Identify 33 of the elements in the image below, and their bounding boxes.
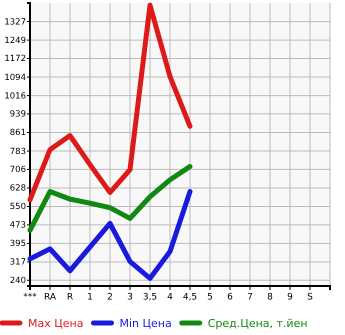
x-tick-label: 6 — [227, 292, 234, 302]
x-tick-label: R — [66, 292, 74, 302]
y-tick-label: 1327 — [4, 17, 26, 28]
y-tick-label: 861 — [10, 128, 26, 138]
y-tick-label: 1249 — [4, 36, 26, 46]
x-tick-label: 7 — [247, 292, 253, 302]
y-tick-label: 473 — [10, 220, 26, 231]
y-tick-label: 317 — [10, 258, 26, 268]
x-tick-label: *** — [23, 292, 38, 302]
x-tick-label: 5 — [207, 292, 213, 302]
x-tick-label: 4 — [167, 292, 174, 302]
x-tick-label: RA — [44, 292, 57, 302]
y-tick-label: 939 — [10, 110, 26, 120]
legend-label: Min Цена — [119, 317, 172, 330]
x-tick-label: 9 — [287, 292, 294, 302]
x-tick-label: 4,5 — [182, 292, 198, 302]
y-tick-label: 783 — [10, 146, 26, 157]
x-tick-label: 3,5 — [142, 292, 158, 302]
y-tick-label: 1016 — [4, 91, 26, 102]
x-tick-label: 2 — [107, 292, 113, 302]
x-tick-label: 1 — [87, 292, 93, 302]
y-tick-label: 706 — [10, 165, 26, 176]
y-tick-label: 550 — [10, 202, 26, 212]
y-tick-label: 240 — [10, 276, 26, 286]
y-tick-label: 1094 — [4, 72, 26, 83]
legend-label: Max Цена — [28, 317, 84, 330]
y-tick-label: 395 — [10, 239, 26, 250]
x-tick-label: 3 — [127, 292, 133, 302]
legend-label: Сред.Цена, т.йен — [208, 317, 308, 330]
y-tick-label: 628 — [10, 184, 26, 194]
x-tick-label: 8 — [267, 292, 274, 302]
x-tick-label: S — [307, 292, 314, 302]
y-tick-label: 1172 — [4, 54, 26, 64]
